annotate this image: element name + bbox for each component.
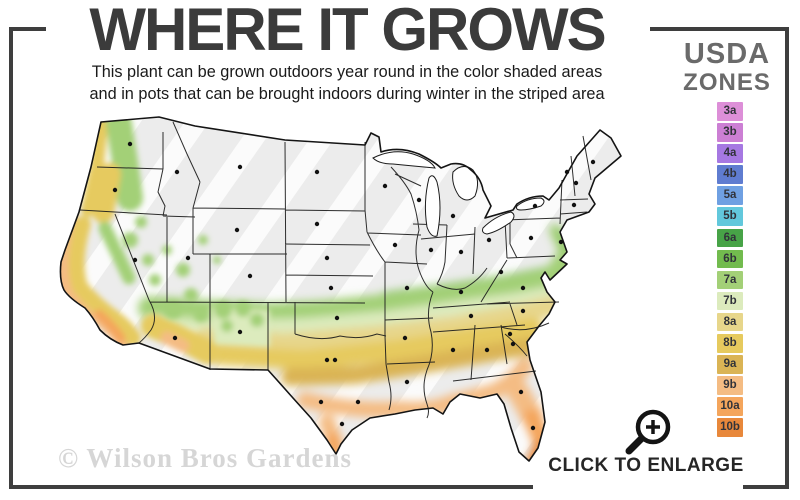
west-coast-bands [60,117,219,364]
great-lakes [372,151,545,237]
city-dot [458,249,464,255]
city-dot [404,285,410,291]
city-dot [532,203,538,209]
city-dot [234,227,240,233]
city-dot [185,255,191,261]
city-dot [573,180,579,186]
city-dot [528,235,534,241]
page-title: WHERE IT GROWS [89,0,606,63]
legend-zone-4a: 4a [717,144,743,163]
frame-top-right [650,27,789,31]
frame-bottom-left [9,485,533,489]
mountain-green-patches [122,216,270,347]
city-dot [486,237,492,243]
city-dot [458,289,464,295]
usda-zone-map[interactable] [55,112,667,464]
city-dot [564,169,570,175]
city-dot [382,183,388,189]
legend-zone-6b: 6b [717,249,743,269]
legend-zone-9a: 9a [717,355,743,374]
legend-zone-10b: 10b [717,418,743,437]
magnifier-plus-icon[interactable] [620,404,678,460]
map-fill-layers [60,117,621,461]
legend-zone-5a: 5a [717,186,743,205]
header: WHERE IT GROWS This plant can be grown o… [28,0,666,105]
city-dot [314,221,320,227]
legend-zone-list: 3a 3b 4a 4b 5a 5b 6a 6b 7a 7b 8a 8b 9a 9b 10a 10b [717,102,743,440]
city-dot [314,169,320,175]
click-to-enlarge-button[interactable]: CLICK TO ENLARGE [548,455,744,476]
city-dot [498,269,504,275]
usda-zones-legend-title: USDA ZONES [666,40,788,95]
legend-zone-7a: 7a [717,270,743,290]
legend-zone-7b: 7b [717,291,743,311]
city-dot [332,357,338,363]
city-dot [520,308,526,314]
city-dot [174,169,180,175]
city-dot [507,331,513,337]
frame-bottom-right [743,485,789,489]
city-dot [392,242,398,248]
city-dot [510,341,516,347]
city-dot [530,425,536,431]
city-dot [468,313,474,319]
city-dot [328,285,334,291]
lake-ontario [516,197,545,211]
city-dot [558,239,564,245]
city-dot [518,389,524,395]
city-dot [324,357,330,363]
legend-title-zones: ZONES [683,69,771,96]
lake-michigan [424,175,441,237]
legend-zone-9b: 9b [717,376,743,395]
legend-zone-5b: 5b [717,207,743,226]
city-dot [237,164,243,170]
legend-zone-8b: 8b [717,334,743,353]
city-dot [416,197,422,203]
city-dot [334,315,340,321]
city-dot [402,335,408,341]
city-dot [132,257,138,263]
legend-zone-3b: 3b [717,123,743,142]
city-dot [318,399,324,405]
frame-right [785,27,789,489]
legend-zone-10a: 10a [717,397,743,416]
frame-left [9,27,13,489]
city-dot [247,273,253,279]
subtitle-line-1: This plant can be grown outdoors year ro… [91,63,603,81]
city-dot [450,213,456,219]
city-dot [428,247,434,253]
city-dot [520,285,526,291]
lake-superior [372,151,436,169]
city-dot [571,202,577,208]
legend-title-usda: USDA [683,38,771,70]
city-dot [237,329,243,335]
city-dot [484,347,490,353]
city-dot [112,187,118,193]
subtitle: This plant can be grown outdoors year ro… [28,62,666,105]
city-dot [127,141,133,147]
city-dot [590,159,596,165]
city-dot [355,399,361,405]
frame-top-left [9,27,46,31]
legend-zone-4b: 4b [717,165,743,184]
watermark: © Wilson Bros Gardens [58,443,352,473]
city-dot [404,379,410,385]
legend-zone-3a: 3a [717,102,743,121]
city-dot [450,347,456,353]
subtitle-line-2: and in pots that can be brought indoors … [89,84,605,103]
city-dot [339,421,345,427]
state-borders [79,121,592,419]
city-dot [324,255,330,261]
lake-erie [482,211,515,235]
legend-zone-6a: 6a [717,228,743,248]
legend-zone-8a: 8a [717,312,743,332]
city-dots [112,141,596,431]
city-dot [172,335,178,341]
